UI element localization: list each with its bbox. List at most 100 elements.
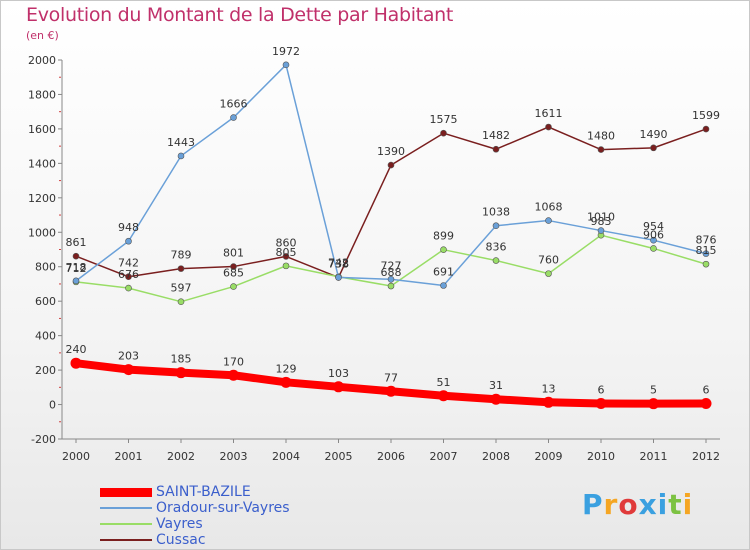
- data-label: 1575: [430, 113, 458, 126]
- data-point: [177, 298, 185, 305]
- x-tick-label: 2010: [587, 450, 615, 463]
- data-label: 13: [542, 382, 556, 395]
- data-point: [492, 145, 500, 153]
- data-label: 836: [486, 241, 507, 254]
- data-point: [282, 262, 290, 270]
- data-point: [230, 263, 237, 270]
- data-label: 876: [696, 234, 717, 247]
- data-label: 51: [437, 376, 451, 389]
- legend-swatch: [100, 523, 152, 525]
- chart-title: Evolution du Montant de la Dette par Hab…: [26, 4, 454, 26]
- data-label: 948: [118, 221, 139, 234]
- data-point: [385, 385, 397, 397]
- proxiti-logo: Proxiti: [582, 488, 693, 521]
- data-point: [492, 257, 500, 264]
- data-label: 676: [118, 268, 139, 281]
- data-label: 983: [591, 215, 612, 228]
- data-point: [72, 277, 80, 285]
- data-point: [280, 376, 292, 388]
- data-label: 1666: [220, 98, 248, 111]
- legend-item-saint-bazile: SAINT-BAZILE: [100, 484, 290, 500]
- data-point: [438, 390, 449, 402]
- data-label: 1611: [535, 107, 563, 120]
- y-tick-label: 1800: [28, 88, 56, 101]
- data-point: [648, 398, 659, 410]
- logo-letter: r: [603, 488, 619, 521]
- data-point: [702, 250, 710, 257]
- y-tick-label: 600: [35, 295, 56, 308]
- data-label: 1480: [587, 130, 615, 143]
- data-point: [387, 282, 395, 290]
- y-tick-label: 1400: [28, 157, 56, 170]
- data-label: 203: [118, 350, 139, 363]
- x-tick-label: 2004: [272, 450, 300, 463]
- logo-letter: x: [638, 488, 658, 521]
- legend-label: Cussac: [156, 532, 206, 548]
- data-label: 1972: [272, 45, 300, 58]
- data-point: [230, 114, 237, 121]
- data-label: 860: [276, 236, 297, 249]
- data-point: [492, 222, 500, 230]
- data-label: 789: [171, 249, 192, 262]
- data-label: 185: [171, 353, 192, 366]
- data-label: 685: [223, 267, 244, 280]
- y-tick-label: 800: [35, 261, 56, 274]
- logo-letter: i: [682, 488, 694, 521]
- data-point: [282, 253, 290, 260]
- data-point: [650, 144, 657, 152]
- data-label: 712: [66, 262, 87, 275]
- logo-letter: P: [582, 488, 604, 521]
- data-point: [650, 245, 657, 252]
- y-tick-label: 1600: [28, 123, 56, 136]
- legend-swatch: [100, 539, 152, 541]
- data-point: [440, 129, 447, 137]
- x-tick-label: 2008: [482, 450, 510, 463]
- data-label: 129: [276, 362, 297, 375]
- data-label: 805: [276, 246, 297, 259]
- data-label: 760: [538, 254, 559, 267]
- legend-swatch: [100, 487, 152, 497]
- logo-letter: t: [668, 488, 683, 521]
- data-label: 1068: [535, 201, 563, 214]
- legend-swatch: [100, 507, 152, 509]
- data-point: [125, 273, 132, 281]
- data-label: 1443: [167, 136, 195, 149]
- data-point: [702, 125, 710, 133]
- data-point: [282, 61, 290, 69]
- data-label: 1482: [482, 129, 510, 142]
- x-tick-label: 2003: [220, 450, 248, 463]
- x-tick-label: 2000: [62, 450, 90, 463]
- data-label: 77: [384, 371, 398, 384]
- data-point: [595, 398, 607, 410]
- data-point: [70, 357, 82, 369]
- x-tick-label: 2006: [377, 450, 405, 463]
- data-point: [387, 276, 395, 283]
- data-label: 1599: [692, 109, 720, 122]
- data-point: [387, 161, 395, 169]
- data-label: 738: [328, 257, 349, 270]
- data-point: [177, 265, 185, 272]
- data-point: [597, 227, 605, 234]
- data-point: [228, 369, 239, 381]
- logo-letter: i: [657, 488, 669, 521]
- data-point: [123, 364, 134, 376]
- data-label: 1010: [587, 211, 615, 224]
- data-point: [125, 284, 132, 292]
- data-label: 727: [381, 259, 402, 272]
- data-label: 815: [696, 244, 717, 257]
- data-label: 742: [328, 257, 349, 270]
- data-label: 31: [489, 379, 503, 392]
- data-label: 170: [223, 355, 244, 368]
- data-point: [702, 260, 710, 268]
- data-label: 691: [433, 266, 454, 279]
- data-label: 742: [118, 257, 139, 270]
- y-tick-label: 1000: [28, 226, 56, 239]
- data-label: 1038: [482, 206, 510, 219]
- data-point: [597, 146, 605, 153]
- data-point: [545, 123, 552, 131]
- data-label: 1390: [377, 145, 405, 158]
- legend-label: SAINT-BAZILE: [156, 484, 251, 500]
- data-point: [650, 236, 657, 244]
- legend-item-vayres: Vayres: [100, 516, 290, 532]
